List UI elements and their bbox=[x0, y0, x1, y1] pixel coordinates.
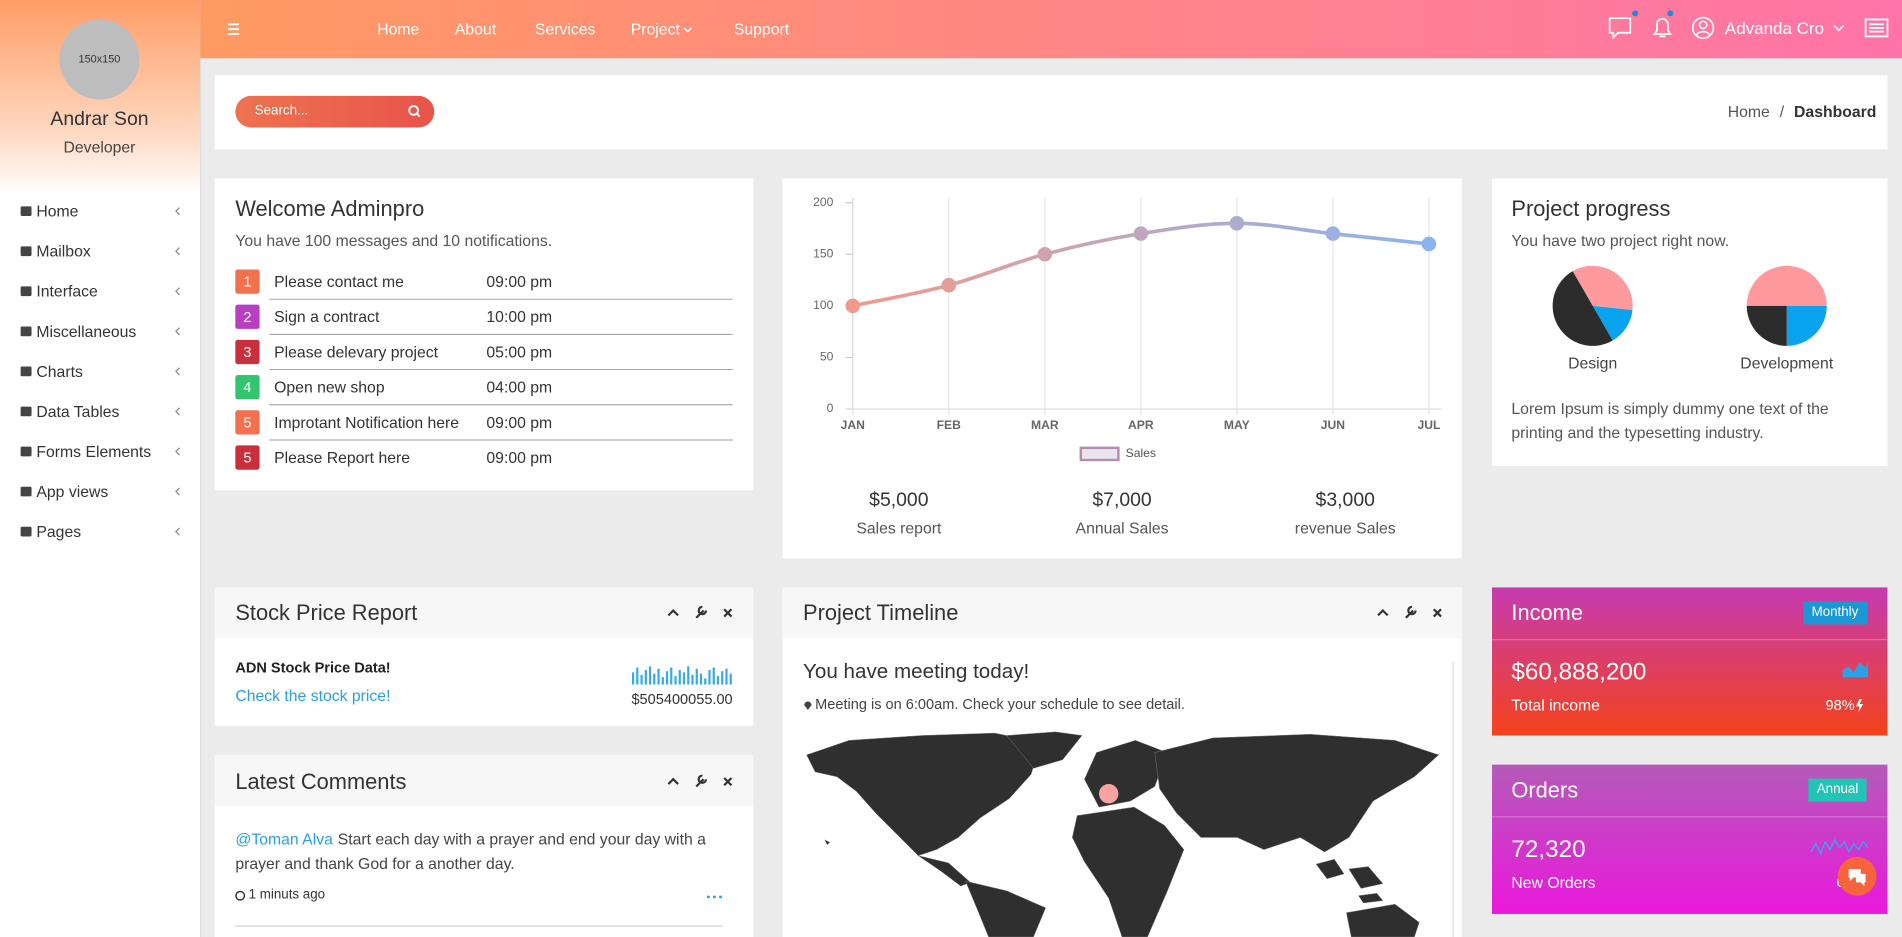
search-box[interactable] bbox=[235, 95, 435, 128]
comment-text: Start each day with a prayer and end you… bbox=[235, 830, 706, 873]
stat-change: 98% bbox=[1825, 696, 1855, 714]
search-placeholder[interactable]: Search... bbox=[254, 103, 309, 119]
stat-title: Orders bbox=[1511, 777, 1579, 803]
card-title: Welcome Adminpro bbox=[235, 196, 425, 221]
breadcrumb-separator: / bbox=[1779, 102, 1785, 121]
task-time: 04:00 pm bbox=[486, 378, 553, 397]
card-title: Latest Comments bbox=[235, 769, 407, 794]
menu-item[interactable]: Interface bbox=[36, 282, 98, 301]
stat-label: Total income bbox=[1511, 696, 1600, 715]
stat-badge: Monthly bbox=[1803, 601, 1867, 625]
summary-label: revenue Sales bbox=[1294, 518, 1396, 538]
summary-value: $7,000 bbox=[1092, 490, 1152, 511]
task-time: 10:00 pm bbox=[486, 307, 553, 326]
summary-value: $3,000 bbox=[1315, 490, 1375, 511]
summary-label: Annual Sales bbox=[1075, 518, 1169, 538]
task-text: Open new shop bbox=[274, 378, 385, 397]
stock-link[interactable]: Check the stock price! bbox=[235, 686, 391, 705]
task-time: 09:00 pm bbox=[486, 413, 553, 432]
task-text: Improtant Notification here bbox=[274, 413, 460, 432]
comment: @Toman Alva Start each day with a prayer … bbox=[235, 828, 708, 877]
sidebar bbox=[0, 0, 202, 937]
card-title: Project progress bbox=[1511, 196, 1671, 221]
user-name: Andrar Son bbox=[50, 109, 149, 130]
nav-link[interactable]: Services bbox=[534, 20, 596, 39]
menu-item[interactable]: Charts bbox=[36, 362, 83, 381]
task-text: Sign a contract bbox=[274, 307, 380, 326]
search-card bbox=[214, 75, 1888, 150]
user-menu[interactable]: Advanda Cro bbox=[1724, 18, 1825, 38]
summary-value: $5,000 bbox=[869, 490, 929, 511]
nav-link[interactable]: Support bbox=[733, 20, 790, 39]
menu-item[interactable]: App views bbox=[36, 482, 109, 501]
stock-card bbox=[214, 587, 754, 726]
stat-title: Income bbox=[1511, 600, 1584, 626]
card-title: Project Timeline bbox=[803, 600, 959, 626]
timeline-detail: Meeting is on 6:00am. Check your schedul… bbox=[815, 695, 1185, 713]
menu-item[interactable]: Data Tables bbox=[36, 402, 120, 421]
nav-link[interactable]: Home bbox=[377, 20, 420, 39]
task-text: Please contact me bbox=[274, 272, 404, 291]
timeline-card bbox=[782, 587, 1462, 937]
welcome-card bbox=[214, 178, 754, 491]
card-title: Stock Price Report bbox=[235, 600, 418, 626]
user-role: Developer bbox=[63, 137, 136, 156]
breadcrumb-current: Dashboard bbox=[1794, 102, 1877, 121]
menu-item[interactable]: Miscellaneous bbox=[36, 322, 137, 341]
menu-item[interactable]: Pages bbox=[36, 522, 82, 541]
stock-heading: ADN Stock Price Data! bbox=[235, 659, 391, 677]
task-time: 09:00 pm bbox=[486, 448, 553, 467]
task-time: 09:00 pm bbox=[486, 272, 553, 291]
project-description: Lorem Ipsum is simply dummy one text of … bbox=[1511, 399, 1829, 442]
stat-label: New Orders bbox=[1511, 873, 1596, 892]
card-subtitle: You have 100 messages and 10 notificatio… bbox=[235, 231, 553, 250]
comment-author[interactable]: @Toman Alva bbox=[235, 830, 333, 849]
menu-item[interactable]: Home bbox=[36, 202, 79, 221]
card-subtitle: You have two project right now. bbox=[1511, 231, 1730, 250]
stat-change: 66% bbox=[1836, 873, 1866, 891]
task-text: Please delevary project bbox=[274, 342, 439, 362]
menu-item[interactable]: Mailbox bbox=[36, 242, 91, 261]
task-text: Please Report here bbox=[274, 448, 411, 467]
task-time: 05:00 pm bbox=[486, 342, 553, 362]
nav-link[interactable]: Project bbox=[630, 20, 680, 39]
timeline-heading: You have meeting today! bbox=[803, 659, 1030, 683]
nav-link[interactable]: About bbox=[454, 20, 497, 39]
menu-item[interactable]: Forms Elements bbox=[36, 442, 152, 461]
breadcrumb-item[interactable]: Home bbox=[1727, 102, 1770, 121]
comment-time: 1 minuts ago bbox=[248, 887, 326, 903]
comments-card bbox=[214, 754, 754, 937]
stat-value: 72,320 bbox=[1511, 836, 1586, 863]
pie-label: Development bbox=[1740, 353, 1834, 372]
pie-label: Design bbox=[1568, 353, 1618, 372]
stat-value: $60,888,200 bbox=[1511, 659, 1647, 686]
stock-price: $505400055.00 bbox=[631, 690, 733, 708]
summary-label: Sales report bbox=[856, 518, 942, 538]
stat-badge: Annual bbox=[1808, 778, 1867, 802]
